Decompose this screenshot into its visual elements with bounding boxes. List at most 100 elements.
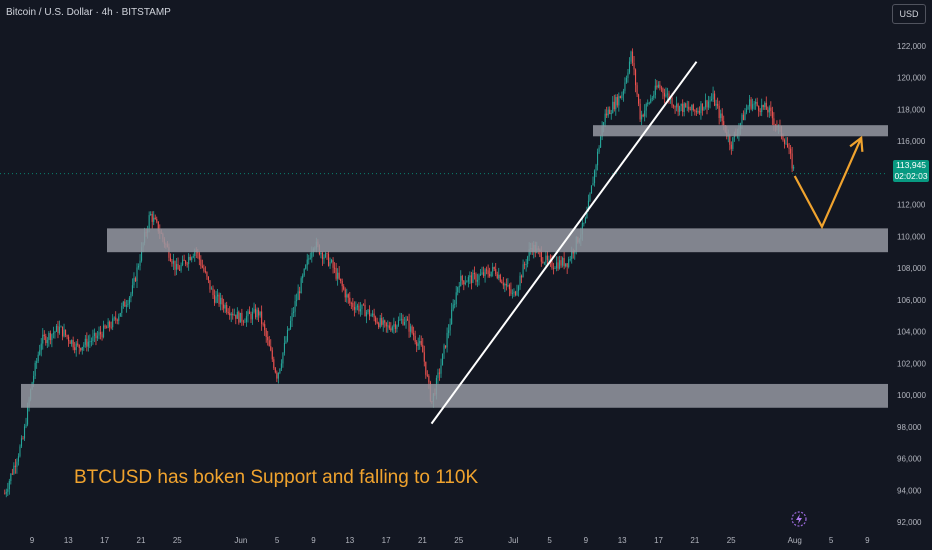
candle-body	[669, 98, 672, 100]
candle-body	[454, 303, 456, 305]
y-tick-label: 106,000	[897, 296, 926, 305]
candle-body	[10, 473, 12, 481]
candle-body	[566, 263, 568, 267]
candle-body	[647, 102, 649, 104]
candle-body	[285, 340, 287, 343]
candle-body	[644, 110, 646, 117]
candle-body	[235, 314, 237, 319]
candle-body	[45, 336, 47, 344]
candle-body	[682, 103, 684, 112]
candle-body	[324, 253, 327, 258]
candle-body	[323, 257, 325, 260]
candle-body	[589, 193, 591, 201]
candle-body	[610, 113, 612, 115]
candle-body	[306, 259, 308, 266]
candle-body	[741, 114, 743, 124]
candle-body	[673, 105, 675, 107]
candle-body	[787, 143, 789, 148]
candle-body	[242, 321, 244, 323]
last-price-tag: 113,945 02:02:03	[893, 160, 929, 182]
candle-body	[267, 337, 269, 341]
candle-body	[46, 339, 48, 344]
candle-body	[545, 255, 547, 263]
candle-body	[717, 103, 719, 106]
candle-body	[771, 111, 773, 119]
candle-body	[563, 257, 565, 267]
x-tick-label: 17	[100, 536, 109, 545]
candle-body	[113, 317, 115, 319]
candle-body	[707, 101, 710, 108]
candle-body	[276, 372, 278, 379]
candle-body	[691, 104, 693, 111]
candle-body	[247, 311, 249, 317]
candle-body	[504, 283, 506, 286]
candle-body	[437, 372, 439, 378]
candle-body	[382, 320, 384, 325]
candle-body	[718, 105, 720, 119]
candle-body	[87, 341, 89, 347]
candle-body	[552, 267, 555, 269]
candle-body	[180, 265, 182, 271]
y-tick-label: 118,000	[897, 105, 926, 114]
candle-body	[493, 267, 495, 270]
candle-body	[514, 291, 517, 296]
candle-body	[397, 320, 399, 326]
projection-path	[793, 137, 863, 230]
candle-body	[555, 262, 558, 269]
candle-body	[513, 291, 515, 294]
candle-body	[289, 320, 292, 329]
candle-body	[60, 326, 62, 328]
candle-body	[294, 301, 296, 312]
candle-body	[125, 305, 127, 307]
x-tick-label: 9	[311, 536, 316, 545]
candle-body	[408, 320, 410, 332]
candle-body	[730, 144, 732, 149]
candle-body	[188, 256, 190, 265]
candle-body	[394, 324, 396, 329]
candle-body	[13, 465, 15, 474]
candle-body	[37, 354, 39, 362]
y-tick-label: 100,000	[897, 391, 926, 400]
candle-body	[495, 269, 497, 275]
candle-body	[209, 280, 211, 290]
bolt-icon[interactable]	[791, 511, 807, 527]
candle-body	[200, 259, 202, 266]
candle-body	[774, 124, 776, 126]
candle-body	[197, 251, 199, 254]
candle-body	[133, 278, 135, 286]
candle-body	[367, 309, 369, 313]
candle-body	[151, 213, 153, 222]
candle-body	[288, 328, 290, 330]
candle-body	[99, 332, 102, 335]
candle-body	[650, 98, 652, 103]
candle-body	[729, 135, 731, 145]
candle-body	[305, 265, 307, 269]
candle-body	[519, 275, 521, 287]
currency-selector[interactable]: USD	[892, 4, 926, 24]
candle-body	[499, 274, 501, 282]
candle-body	[463, 280, 465, 285]
annotation-text: BTCUSD has boken Support and falling to …	[74, 467, 479, 488]
candle-body	[674, 106, 676, 108]
candle-body	[571, 251, 573, 259]
candle-body	[654, 85, 656, 95]
x-tick-label: 21	[137, 536, 146, 545]
candle-body	[510, 289, 512, 294]
candle-body	[448, 330, 450, 333]
candle-body	[36, 361, 38, 363]
candle-body	[356, 305, 358, 308]
x-tick-label: Jun	[234, 536, 247, 545]
candle-body	[25, 424, 27, 427]
candle-body	[583, 222, 585, 224]
candle-body	[311, 252, 313, 258]
candle-body	[98, 332, 100, 336]
candle-body	[182, 259, 184, 266]
candle-body	[134, 278, 137, 282]
candle-body	[676, 103, 678, 108]
chart-title: Bitcoin / U.S. Dollar · 4h · BITSTAMP	[6, 7, 171, 18]
candle-body	[364, 304, 366, 317]
candle-body	[653, 94, 655, 98]
candle-body	[331, 260, 333, 263]
